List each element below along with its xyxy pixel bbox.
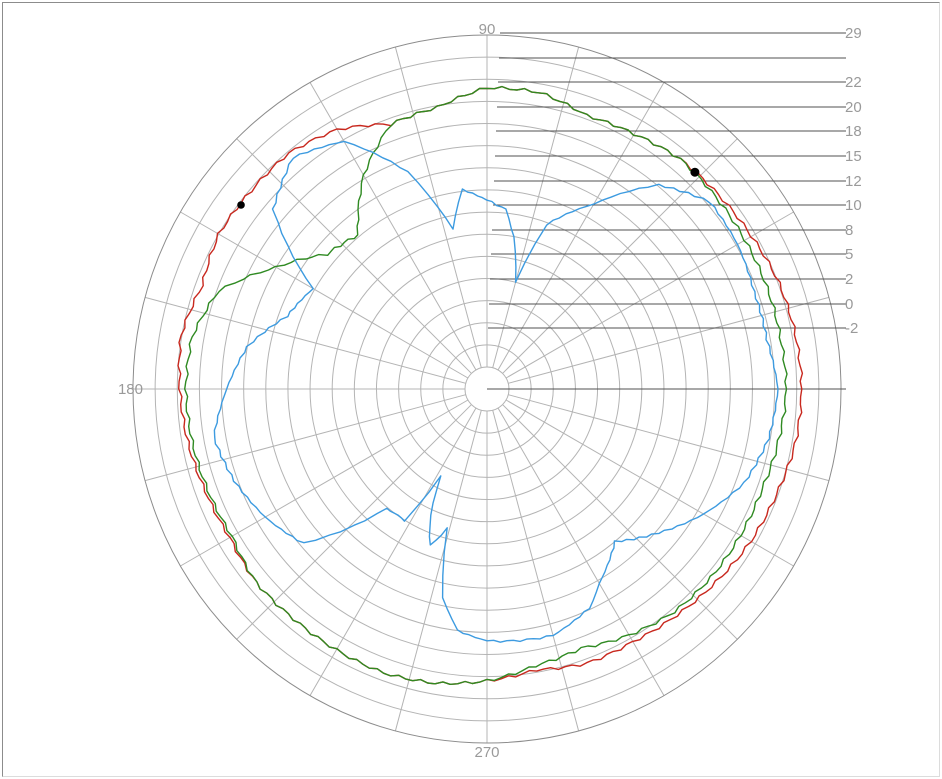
angular-gridline bbox=[492, 46, 580, 368]
angular-gridline bbox=[309, 82, 477, 371]
radial-tick-label: 5 bbox=[845, 246, 853, 263]
data-marker bbox=[690, 167, 700, 177]
angular-gridline bbox=[508, 296, 830, 384]
marker-layer bbox=[237, 167, 700, 209]
radial-tick-label: 8 bbox=[845, 222, 853, 239]
angle-label-180: 180 bbox=[118, 381, 143, 398]
angle-labels: 90 180 270 bbox=[118, 21, 500, 761]
angular-gridline bbox=[502, 138, 738, 374]
data-marker bbox=[237, 201, 245, 209]
radial-tick-label: -2 bbox=[845, 320, 858, 337]
angular-gridline bbox=[144, 394, 466, 482]
radial-tick-label: 20 bbox=[845, 99, 862, 116]
angular-gridline bbox=[180, 211, 469, 379]
radial-tick-label: 2 bbox=[845, 271, 853, 288]
radial-tick-label: 29 bbox=[845, 25, 862, 42]
series-layer bbox=[177, 85, 804, 685]
series-line-2 bbox=[183, 85, 788, 685]
angular-gridline bbox=[497, 82, 665, 371]
angular-gridline bbox=[505, 211, 794, 379]
angular-gridline bbox=[508, 394, 830, 482]
angular-gridline bbox=[502, 404, 738, 640]
angular-gridline bbox=[505, 399, 794, 567]
series-line-1 bbox=[177, 85, 804, 685]
angular-gridline bbox=[394, 410, 482, 732]
angle-label-90: 90 bbox=[479, 21, 496, 38]
angular-gridline bbox=[309, 407, 477, 696]
radial-tick-label: 18 bbox=[845, 123, 862, 140]
radial-tick-label: 12 bbox=[845, 173, 862, 190]
angle-label-270: 270 bbox=[474, 744, 499, 761]
radial-tick-label: 10 bbox=[845, 197, 862, 214]
angular-gridline bbox=[180, 399, 469, 567]
angular-gridline bbox=[236, 138, 472, 374]
radial-tick-label: 15 bbox=[845, 148, 862, 165]
angular-gridline bbox=[497, 407, 665, 696]
angular-gridline bbox=[492, 410, 580, 732]
angular-gridline bbox=[236, 404, 472, 640]
series-line-3 bbox=[213, 140, 779, 643]
angular-gridline bbox=[144, 296, 466, 384]
radial-scale-lines bbox=[487, 32, 846, 390]
radial-tick-label: 0 bbox=[845, 296, 853, 313]
radial-tick-label: 22 bbox=[845, 74, 862, 91]
